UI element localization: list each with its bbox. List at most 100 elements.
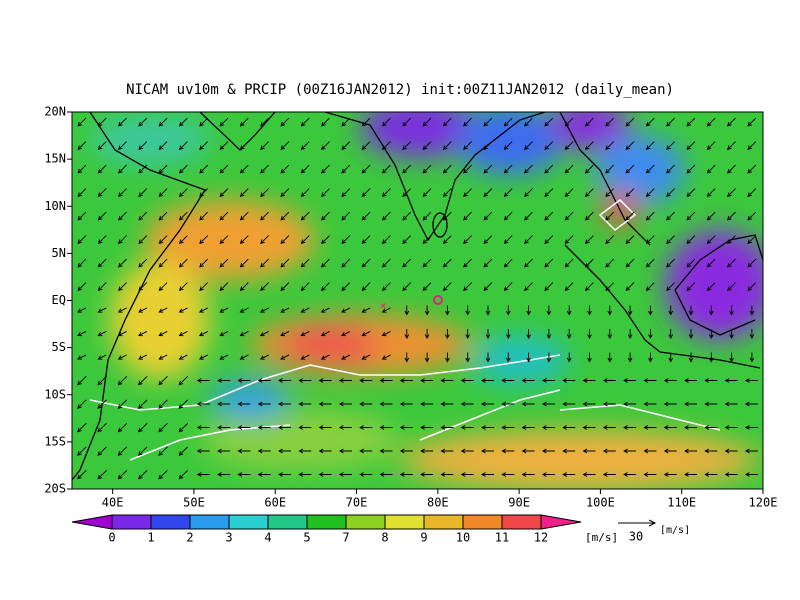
- wind-arrow: [178, 422, 189, 433]
- wind-arrow: [341, 282, 351, 292]
- wind-arrow: [544, 258, 554, 268]
- wind-arrow: [379, 448, 393, 454]
- wind-arrow: [338, 448, 352, 454]
- wind-arrow: [318, 401, 332, 407]
- wind-arrow: [379, 425, 393, 430]
- wind-arrow: [97, 117, 107, 127]
- wind-arrow: [422, 117, 432, 127]
- lat-label: 20N: [44, 105, 66, 119]
- wind-arrow: [668, 329, 674, 339]
- wind-arrow: [361, 235, 371, 245]
- wind-arrow: [460, 448, 474, 454]
- wind-arrow: [564, 117, 574, 127]
- wind-arrow: [584, 117, 594, 127]
- wind-arrow: [749, 305, 755, 316]
- wind-arrow: [77, 282, 87, 292]
- wind-arrow: [117, 422, 128, 433]
- wind-arrow: [117, 331, 127, 337]
- wind-arrow: [77, 399, 87, 409]
- wind-arrow: [562, 472, 576, 477]
- wind-arrow: [239, 282, 249, 292]
- wind-arrow: [361, 141, 371, 151]
- precip-contour: [89, 354, 561, 411]
- wind-arrow: [118, 164, 127, 174]
- wind-arrow: [666, 164, 675, 174]
- wind-arrow: [257, 472, 271, 477]
- wind-arrow: [686, 211, 696, 221]
- wind-arrow: [526, 352, 531, 363]
- wind-arrow: [584, 141, 594, 151]
- wind-arrow: [666, 141, 675, 151]
- wind-arrow: [625, 141, 635, 151]
- wind-arrow: [744, 401, 758, 407]
- wind-arrow: [544, 164, 554, 174]
- wind-arrow: [463, 164, 472, 174]
- wind-arrow: [77, 117, 87, 127]
- wind-arrow: [158, 399, 168, 409]
- wind-arrow: [178, 258, 188, 268]
- wind-arrow: [77, 331, 87, 337]
- coastline: [72, 112, 206, 481]
- wind-arrow: [158, 188, 168, 198]
- wind-arrow: [77, 375, 87, 386]
- wind-arrow: [485, 352, 491, 363]
- wind-arrow: [260, 235, 269, 245]
- wind-arrow: [402, 235, 412, 245]
- wind-arrow: [602, 401, 616, 407]
- wind-arrow: [118, 211, 127, 221]
- wind-arrow: [541, 448, 555, 454]
- wind-arrow: [280, 307, 290, 313]
- wind-arrow: [724, 472, 738, 477]
- wind-arrow: [158, 446, 168, 456]
- wind-arrow: [607, 305, 613, 316]
- wind-arrow: [747, 141, 757, 151]
- wind-arrow: [747, 282, 757, 292]
- wind-arrow: [199, 188, 209, 198]
- wind-arrow: [625, 164, 635, 174]
- wind-arrow: [77, 235, 87, 245]
- wind-arrow: [749, 329, 755, 339]
- wind-arrow: [338, 472, 352, 477]
- wind-arrow: [744, 472, 758, 477]
- colorbar-label: 8: [381, 531, 388, 545]
- colorbar-label: 2: [186, 531, 193, 545]
- wind-arrow: [666, 235, 675, 245]
- wind-vectors: [77, 117, 758, 480]
- wind-arrow: [77, 188, 87, 198]
- wind-arrow: [199, 211, 209, 221]
- wind-arrow: [196, 448, 210, 454]
- wind-arrow: [564, 141, 574, 151]
- wind-arrow: [440, 425, 454, 430]
- colorbar-swatch: [462, 514, 503, 530]
- wind-arrow: [668, 305, 674, 316]
- wind-arrow: [584, 258, 594, 268]
- wind-arrow: [582, 448, 596, 454]
- wind-arrow: [686, 117, 696, 127]
- wind-arrow: [138, 211, 148, 221]
- wind-arrow: [138, 235, 148, 245]
- wind-arrow: [445, 352, 450, 363]
- wind-arrow: [219, 117, 229, 127]
- wind-arrow: [460, 425, 474, 430]
- colorbar-end: [540, 514, 582, 530]
- wind-arrow: [341, 117, 351, 127]
- wind-arrow: [541, 425, 555, 430]
- wind-arrow: [645, 188, 655, 198]
- wind-arrow: [280, 188, 290, 198]
- wind-arrow: [442, 141, 452, 151]
- wind-arrow: [684, 378, 697, 383]
- wind-arrow: [564, 258, 574, 268]
- colorbar-swatch: [345, 514, 386, 530]
- wind-arrow: [158, 422, 168, 433]
- wind-arrow: [666, 282, 675, 292]
- wind-arrow: [320, 354, 330, 360]
- colorbar-label: 11: [495, 531, 509, 545]
- wind-arrow: [584, 282, 594, 292]
- wind-arrow: [663, 472, 677, 477]
- wind-arrow: [298, 401, 312, 407]
- wind-arrow: [341, 307, 351, 313]
- wind-arrow: [137, 469, 148, 480]
- wind-arrow: [704, 448, 718, 454]
- colorbar-swatch: [228, 514, 269, 530]
- wind-arrow: [584, 211, 594, 221]
